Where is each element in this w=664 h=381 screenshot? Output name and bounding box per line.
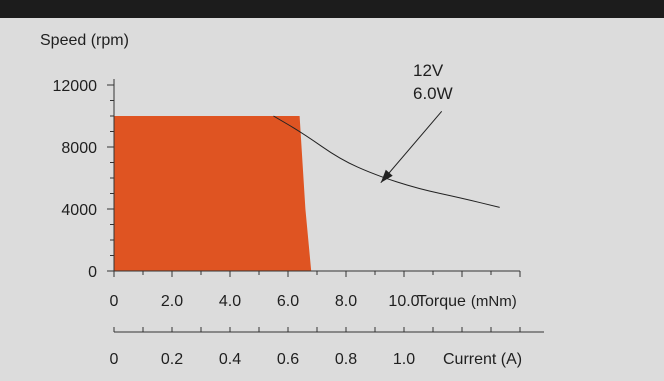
torque-tick-label: 2.0 (161, 293, 183, 310)
current-tick-label: 0.2 (161, 351, 183, 368)
current-tick-label: 0.8 (335, 351, 357, 368)
curve-label-arrowhead (380, 169, 393, 183)
y-tick-label: 4000 (61, 202, 97, 219)
operating-region (114, 116, 312, 271)
torque-tick-label: 10.0 (388, 293, 419, 310)
curve-label-power: 6.0W (413, 84, 453, 103)
y-tick-label: 0 (88, 264, 97, 281)
torque-tick-label: 0 (110, 293, 119, 310)
torque-tick-label: 8.0 (335, 293, 357, 310)
current-tick-label: 0.6 (277, 351, 299, 368)
power-curve-layer (273, 111, 500, 208)
chart-panel (0, 18, 664, 381)
torque-axis-label-unit: (mNm) (471, 293, 517, 310)
torque-axis-label: Torque (mNm) (417, 293, 517, 310)
torque-axis-label-name: Torque (417, 293, 466, 310)
y-axis-label: Speed (rpm) (40, 32, 129, 49)
y-tick-label: 12000 (53, 78, 98, 95)
curve-label-arrow (380, 111, 443, 183)
power-curve-line (273, 115, 500, 208)
torque-tick-label: 4.0 (219, 293, 241, 310)
current-tick-label: 0 (110, 351, 119, 368)
torque-tick-label: 6.0 (277, 293, 299, 310)
current-tick-label: 0.4 (219, 351, 241, 368)
y-tick-label: 8000 (61, 140, 97, 157)
operating-region-layer (114, 116, 312, 271)
current-tick-label: 1.0 (393, 351, 415, 368)
curve-label-voltage: 12V (413, 61, 444, 80)
current-axis-label: Current (A) (443, 351, 522, 368)
